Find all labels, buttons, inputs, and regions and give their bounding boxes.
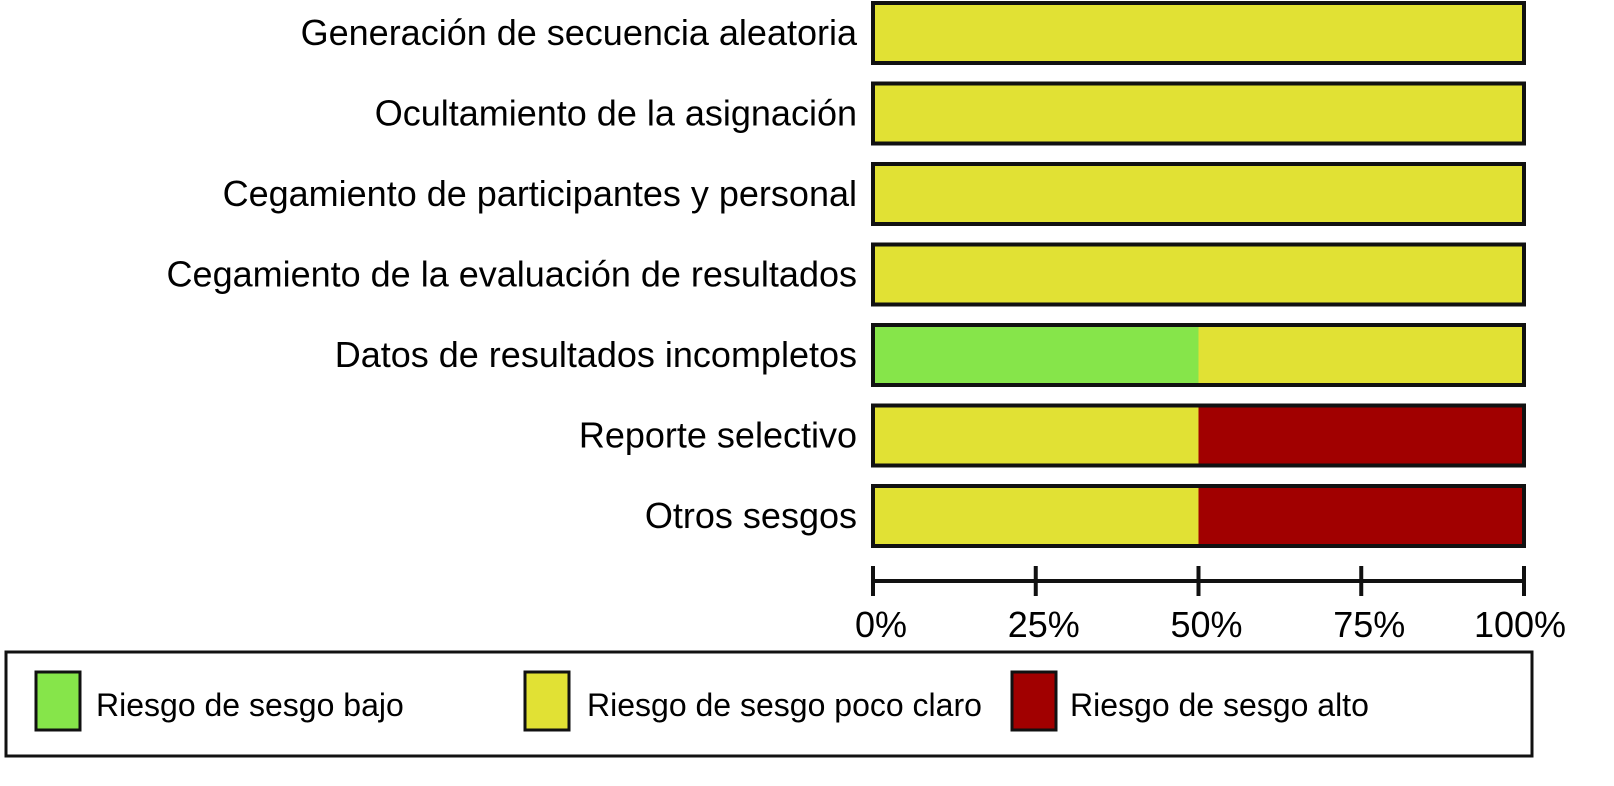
legend-label: Riesgo de sesgo bajo bbox=[96, 687, 404, 723]
bar-row: Cegamiento de la evaluación de resultado… bbox=[167, 242, 1526, 307]
bars-layer: Generación de secuencia aleatoria Ocultam… bbox=[167, 1, 1526, 548]
x-tick-label: 50% bbox=[1170, 604, 1242, 645]
legend-item: Riesgo de sesgo bajo bbox=[34, 670, 404, 732]
bar-outline bbox=[871, 323, 1526, 387]
category-label: Cegamiento de la evaluación de resultado… bbox=[167, 254, 857, 295]
bar-segment-unclear bbox=[873, 486, 1199, 546]
x-tick-label: 100% bbox=[1474, 604, 1566, 645]
bar-segment-unclear bbox=[873, 3, 1524, 63]
legend-swatch bbox=[1010, 670, 1058, 732]
category-label: Generación de secuencia aleatoria bbox=[301, 12, 858, 53]
category-label: Reporte selectivo bbox=[579, 415, 857, 456]
category-label: Cegamiento de participantes y personal bbox=[223, 173, 857, 214]
legend-swatch bbox=[523, 670, 571, 732]
bar-segment-unclear bbox=[873, 164, 1524, 224]
bar-outline bbox=[871, 1, 1526, 65]
bar-segment-unclear bbox=[873, 405, 1199, 466]
bar-row: Otros sesgos bbox=[645, 484, 1526, 548]
bar-segment-high bbox=[1198, 405, 1524, 466]
legend-label: Riesgo de sesgo alto bbox=[1070, 687, 1369, 723]
x-tick-label: 75% bbox=[1333, 604, 1405, 645]
bar-row: Datos de resultados incompletos bbox=[335, 323, 1526, 387]
legend-label: Riesgo de sesgo poco claro bbox=[587, 687, 982, 723]
category-label: Datos de resultados incompletos bbox=[335, 334, 857, 375]
bar-segment-unclear bbox=[873, 83, 1524, 144]
legend: Riesgo de sesgo bajo Riesgo de sesgo poco… bbox=[4, 650, 1534, 758]
category-label: Ocultamiento de la asignación bbox=[375, 93, 857, 134]
bar-segment-high bbox=[1198, 486, 1524, 546]
legend-swatch bbox=[34, 670, 82, 732]
bar-segment-low bbox=[873, 325, 1199, 385]
bar-outline bbox=[871, 81, 1526, 146]
bar-row: Generación de secuencia aleatoria bbox=[301, 1, 1526, 65]
legend-item: Riesgo de sesgo poco claro bbox=[523, 670, 982, 732]
bar-row: Ocultamiento de la asignación bbox=[375, 81, 1526, 146]
category-label: Otros sesgos bbox=[645, 495, 857, 536]
bar-outline bbox=[871, 403, 1526, 468]
legend-box bbox=[4, 650, 1534, 758]
bar-segment-unclear bbox=[1198, 325, 1524, 385]
bar-segment-unclear bbox=[873, 244, 1524, 305]
bar-outline bbox=[871, 242, 1526, 307]
bar-outline bbox=[871, 162, 1526, 226]
bar-outline bbox=[871, 484, 1526, 548]
bar-row: Reporte selectivo bbox=[579, 403, 1526, 468]
legend-item: Riesgo de sesgo alto bbox=[1010, 670, 1369, 732]
bar-row: Cegamiento de participantes y personal bbox=[223, 162, 1526, 226]
x-tick-label: 0% bbox=[855, 604, 907, 645]
x-axis: 0% 25% 50% 75% 100% bbox=[855, 566, 1566, 645]
x-tick-label: 25% bbox=[1008, 604, 1080, 645]
